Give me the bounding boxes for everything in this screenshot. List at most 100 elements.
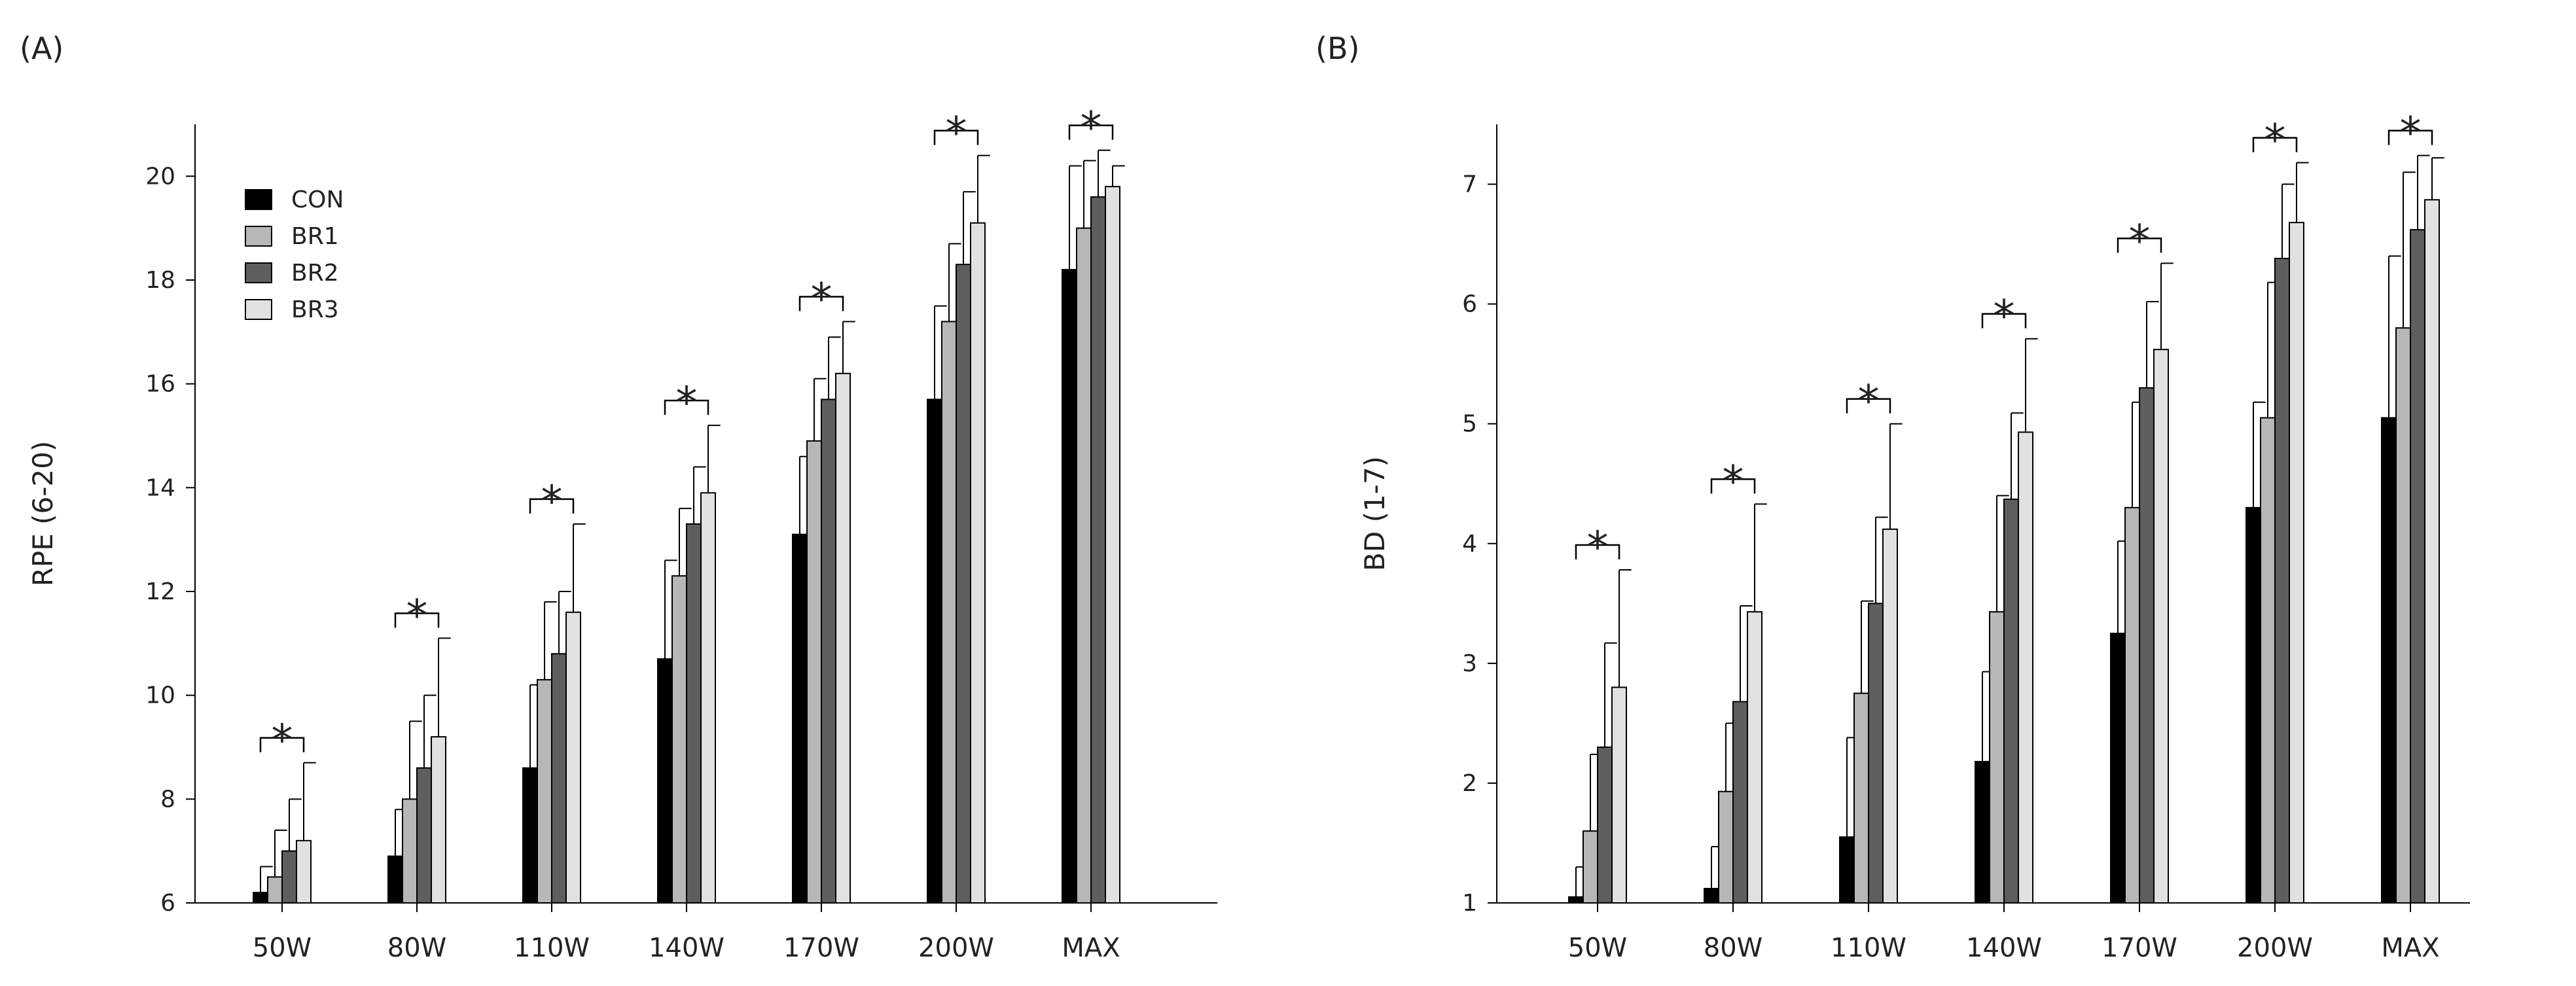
- significance-bracket: [798, 296, 844, 311]
- bar-br2: [416, 767, 432, 904]
- legend-swatch-con: [245, 189, 272, 210]
- y-tick-label: 12: [145, 578, 175, 605]
- y-tick-label: 4: [1462, 531, 1477, 557]
- y-tick-label: 14: [145, 474, 175, 501]
- significance-star: *: [2129, 215, 2151, 266]
- bar-br2: [956, 264, 971, 904]
- significance-bracket: [1710, 478, 1756, 494]
- significance-bracket: [1068, 124, 1114, 140]
- bar-br3: [700, 492, 716, 904]
- bar-br3: [431, 736, 446, 904]
- bar-br1: [941, 321, 957, 904]
- x-tick-label: MAX: [1062, 933, 1120, 963]
- x-tick-label: 200W: [2237, 933, 2313, 963]
- bar-br1: [1583, 830, 1598, 904]
- bar-con: [792, 533, 808, 904]
- significance-bracket: [259, 737, 305, 752]
- bar-br1: [2395, 327, 2411, 904]
- bar-br1: [806, 440, 822, 904]
- legend-label: CON: [291, 186, 344, 213]
- panel-label: (B): [1315, 31, 1359, 66]
- significance-bracket: [1846, 398, 1891, 414]
- x-tick-label: 110W: [514, 933, 590, 963]
- bar-br2: [1597, 747, 1613, 904]
- bar-br1: [1853, 692, 1869, 904]
- significance-bracket: [933, 130, 979, 145]
- x-tick-label: 50W: [253, 933, 312, 963]
- bar-br2: [1732, 701, 1748, 904]
- bar-br3: [296, 839, 312, 904]
- legend-label: BR2: [291, 260, 339, 287]
- bar-br3: [1105, 186, 1120, 904]
- bar-br2: [551, 653, 567, 904]
- y-axis-title: RPE (6-20): [27, 441, 59, 587]
- bar-con: [1568, 896, 1584, 904]
- x-tick-label: 80W: [1704, 933, 1762, 963]
- bar-br3: [970, 222, 986, 904]
- y-tick-label: 7: [1462, 171, 1477, 198]
- significance-star: *: [811, 273, 832, 324]
- panel-label: (A): [20, 31, 63, 66]
- bar-br3: [1611, 686, 1627, 904]
- bar-br1: [537, 678, 552, 904]
- bar-br3: [1882, 528, 1898, 904]
- legend-label: BR1: [291, 223, 339, 250]
- x-tick-label: 140W: [649, 933, 724, 963]
- significance-bracket: [2388, 130, 2433, 145]
- bar-br2: [2410, 229, 2425, 904]
- bar-br2: [821, 398, 836, 904]
- significance-bracket: [1981, 313, 2027, 328]
- y-tick-label: 6: [1462, 291, 1477, 318]
- significance-star: *: [272, 715, 293, 766]
- x-tick-label: 80W: [387, 933, 446, 963]
- bar-br2: [1090, 196, 1106, 904]
- significance-star: *: [946, 108, 967, 158]
- bar-br3: [2153, 349, 2169, 904]
- x-tick-label: 200W: [918, 933, 994, 963]
- bar-con: [522, 767, 538, 904]
- panel-b: (B) BD (1-7) 1 2 3 4 5 6 7 50W * 80W * 110W * 140W * 170W…: [1315, 31, 2470, 963]
- bar-br1: [267, 876, 283, 904]
- bar-con: [1975, 760, 1990, 904]
- y-tick-label: 10: [145, 682, 175, 709]
- x-tick-label: 110W: [1831, 933, 1906, 963]
- bar-br2: [1868, 603, 1884, 904]
- legend-swatch-br1: [245, 226, 272, 247]
- significance-bracket: [1575, 544, 1620, 560]
- bar-br2: [2274, 258, 2290, 904]
- bar-con: [387, 855, 403, 904]
- bar-br3: [2424, 199, 2440, 904]
- y-tick-label: 8: [160, 786, 175, 813]
- bar-br1: [1718, 790, 1734, 904]
- bar-con: [1704, 888, 1719, 904]
- significance-star: *: [1081, 103, 1102, 153]
- bar-br3: [565, 611, 581, 904]
- bar-con: [1839, 836, 1855, 904]
- bar-br3: [2018, 431, 2033, 904]
- bar-br1: [2260, 417, 2276, 904]
- bar-br1: [2124, 506, 2140, 904]
- bar-br1: [1076, 227, 1092, 904]
- significance-star: *: [541, 476, 563, 527]
- legend: CON BR1 BR2 BR3: [245, 186, 344, 323]
- bar-br2: [686, 523, 702, 904]
- bar-con: [927, 398, 942, 904]
- panel-a: (A) RPE (6-20) 6 8 10 12 14 16 18 20 50W * 80W * 110W *…: [20, 31, 1217, 963]
- bar-con: [657, 658, 673, 904]
- y-tick-label: 3: [1462, 650, 1477, 677]
- y-axis-title: BD (1-7): [1359, 456, 1391, 571]
- significance-bracket: [2117, 238, 2162, 253]
- significance-bracket: [2252, 137, 2298, 152]
- significance-bracket: [394, 612, 440, 628]
- significance-star: *: [2400, 108, 2422, 158]
- y-tick-label: 2: [1462, 770, 1477, 797]
- bar-br3: [835, 372, 851, 904]
- bar-con: [2381, 417, 2397, 904]
- bar-br2: [281, 850, 297, 904]
- significance-bracket: [529, 498, 575, 514]
- significance-bracket: [664, 399, 709, 415]
- y-tick-label: 5: [1462, 411, 1477, 438]
- significance-star: *: [1587, 522, 1609, 572]
- bar-br3: [2289, 222, 2304, 904]
